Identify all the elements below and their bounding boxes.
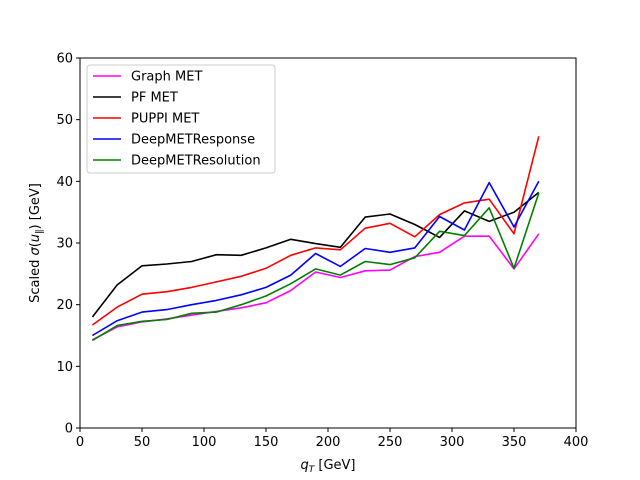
series-line-deepmetresolution: [91, 192, 540, 342]
x-tick-label: 0: [76, 435, 84, 450]
x-tick-label: 50: [134, 435, 151, 450]
x-tick-label: 350: [502, 435, 527, 450]
legend-label: DeepMETResponse: [131, 133, 255, 148]
legend-label: PUPPI MET: [131, 112, 199, 127]
y-tick-label: 60: [56, 52, 73, 67]
series-line-puppi-met: [91, 136, 540, 326]
y-tick-label: 0: [65, 422, 73, 437]
y-tick-label: 30: [56, 237, 73, 252]
legend: Graph MET PF MET PUPPI MET DeepMETResponse D…: [86, 64, 276, 174]
y-axis: 0 10 20 30 40 50 60: [56, 52, 80, 437]
x-tick-label: 200: [316, 435, 341, 450]
legend-label: Graph MET: [131, 70, 202, 85]
x-axis-label: qT [GeV]: [300, 458, 355, 475]
y-tick-label: 10: [56, 360, 73, 375]
x-tick-label: 300: [440, 435, 465, 450]
legend-box: [86, 64, 276, 174]
x-tick-label: 100: [192, 435, 217, 450]
legend-label: PF MET: [131, 91, 178, 106]
y-axis-label: Scaled σ(u∥) [GeV]: [28, 183, 45, 303]
x-tick-label: 400: [564, 435, 589, 450]
legend-label: DeepMETResolution: [131, 154, 261, 169]
y-tick-label: 40: [56, 175, 73, 190]
plot-lines: [91, 136, 540, 342]
x-tick-label: 150: [254, 435, 279, 450]
series-line-pf-met: [91, 191, 540, 318]
y-tick-label: 50: [56, 113, 73, 128]
x-tick-label: 250: [378, 435, 403, 450]
x-axis: 0 50 100 150 200 250 300 350 400: [76, 428, 589, 450]
series-line-deepmetresponse: [91, 180, 540, 337]
y-tick-label: 20: [56, 298, 73, 313]
